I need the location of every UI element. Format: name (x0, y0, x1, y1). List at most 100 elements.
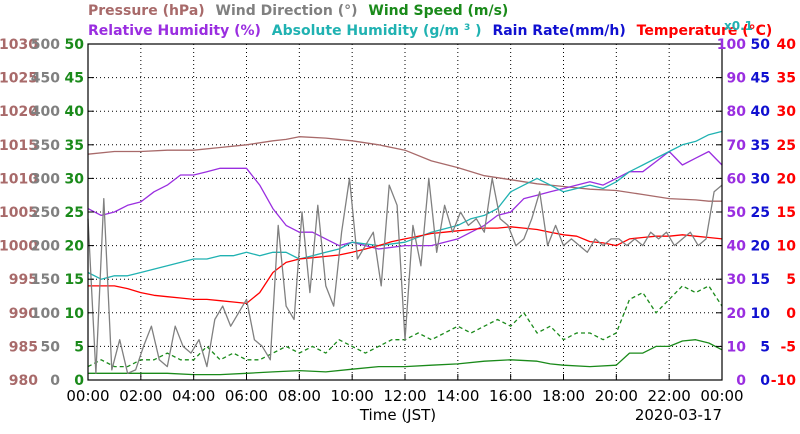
x-tick-label: 08:00 (278, 387, 321, 405)
y-tick-label-wind-speed: 15 (65, 272, 84, 288)
header-wind-direction: Wind Direction (°) (216, 3, 358, 19)
y-tick-label-wind-direction: 100 (31, 306, 60, 322)
y-tick-label-temperature: 25 (777, 138, 796, 154)
y-tick-label-humidity: 40 (727, 239, 747, 255)
y-tick-label-rain-rate: 5 (760, 339, 770, 355)
header-absolute-humidity: Absolute Humidity (g/m (272, 23, 459, 39)
x-tick-label: 00:00 (700, 387, 743, 405)
y-tick-label-rain-rate: 35 (751, 138, 770, 154)
header-absolute-humidity-exponent: 3 (464, 23, 470, 33)
axes: 00:00 02:00 04:00 06:00 08:00 10:00 12:00 14:00… (0, 37, 796, 405)
y-tick-label-wind-direction: 450 (31, 71, 60, 87)
y-tick-label-wind-direction: 150 (31, 272, 60, 288)
y-tick-label-pressure: 1030 (0, 37, 38, 53)
y-tick-label-humidity: 0 (736, 373, 746, 389)
y-tick-label-wind-direction: 300 (31, 171, 60, 187)
y-tick-label-pressure: 1015 (0, 138, 38, 154)
y-tick-label-wind-direction: 0 (50, 373, 60, 389)
y-tick-label-wind-speed: 0 (74, 373, 84, 389)
x-tick-label: 12:00 (383, 387, 426, 405)
y-tick-label-humidity: 70 (727, 138, 747, 154)
y-tick-label-pressure: 1000 (0, 239, 38, 255)
y-tick-label-wind-speed: 30 (65, 171, 85, 187)
y-tick-label-temperature: 35 (777, 71, 796, 87)
x-tick-label: 18:00 (542, 387, 585, 405)
y-tick-label-humidity: 100 (717, 37, 746, 53)
y-tick-label-humidity: 10 (727, 339, 747, 355)
y-tick-label-rain-rate: 15 (751, 272, 770, 288)
y-tick-label-wind-speed: 5 (74, 339, 84, 355)
y-tick-label-pressure: 1025 (0, 71, 38, 87)
y-tick-label-rain-rate: 25 (751, 205, 770, 221)
x-tick-label: 06:00 (225, 387, 268, 405)
y-tick-label-pressure: 990 (9, 306, 38, 322)
y-tick-label-temperature: 40 (777, 37, 797, 53)
y-tick-label-temperature: 30 (777, 104, 797, 120)
y-tick-label-pressure: 1005 (0, 205, 38, 221)
series-wind-speed-m-s (88, 339, 723, 376)
x-tick-label: 14:00 (436, 387, 479, 405)
header-wind-speed: Wind Speed (m/s) (368, 3, 508, 19)
y-tick-label-pressure: 1010 (0, 171, 38, 187)
svg-text:Relative Humidity (%) Ab: Relative Humidity (%) Absolute Humidity … (88, 18, 772, 39)
y-tick-label-temperature: 15 (777, 205, 796, 221)
y-tick-label-wind-speed: 20 (65, 239, 85, 255)
header-rain-rate: Rain Rate(mm/h) (492, 23, 625, 39)
y-tick-label-rain-rate: 40 (751, 104, 771, 120)
y-tick-label-wind-speed: 35 (65, 138, 84, 154)
y-tick-label-temperature: 5 (786, 272, 796, 288)
svg-text:Pressure (hPa) Wind Dire: Pressure (hPa) Wind Direction (°) Wind S… (88, 3, 508, 19)
y-tick-label-wind-direction: 500 (31, 37, 60, 53)
y-tick-label-wind-direction: 400 (31, 104, 60, 120)
header-temperature: Temperature (°C) (637, 23, 773, 39)
y-tick-label-temperature: -5 (780, 339, 796, 355)
x-axis-label: Time (JST) (359, 406, 436, 424)
y-tick-label-wind-speed: 45 (65, 71, 84, 87)
y-tick-label-wind-direction: 200 (31, 239, 60, 255)
y-tick-label-pressure: 980 (9, 373, 38, 389)
x-tick-label: 02:00 (119, 387, 162, 405)
date-label: 2020-03-17 (635, 406, 722, 424)
y-tick-label-rain-rate: 10 (751, 306, 771, 322)
y-tick-label-humidity: 30 (727, 272, 747, 288)
y-tick-label-wind-speed: 25 (65, 205, 84, 221)
y-tick-label-temperature: -10 (771, 373, 797, 389)
series-absolute-humidity-x0-1 (87, 130, 723, 280)
y-tick-label-wind-speed: 10 (65, 306, 85, 322)
header-absolute-humidity-close: ) (475, 23, 481, 39)
y-tick-label-pressure: 1020 (0, 104, 38, 120)
header-relative-humidity: Relative Humidity (%) (88, 23, 261, 39)
y-tick-label-rain-rate: 20 (751, 239, 771, 255)
x-tick-label: 00:00 (66, 387, 109, 405)
y-tick-label-rain-rate: 30 (751, 171, 771, 187)
y-tick-label-temperature: 20 (777, 171, 797, 187)
series-relative-humidity (87, 150, 723, 250)
y-tick-label-humidity: 50 (727, 205, 747, 221)
series-pressure-hpa (87, 136, 722, 202)
y-tick-label-pressure: 995 (9, 272, 38, 288)
series-layer (87, 130, 723, 376)
y-tick-label-rain-rate: 45 (751, 71, 770, 87)
y-tick-label-wind-speed: 40 (65, 104, 85, 120)
header-pressure: Pressure (hPa) (88, 3, 205, 19)
y-tick-label-wind-direction: 250 (31, 205, 60, 221)
y-tick-label-rain-rate: 50 (751, 37, 771, 53)
x-tick-label: 16:00 (489, 387, 532, 405)
x-tick-label: 10:00 (331, 387, 374, 405)
y-tick-label-rain-rate: 0 (760, 373, 770, 389)
y-tick-label-wind-speed: 50 (65, 37, 85, 53)
series-temperature-c (88, 226, 723, 305)
y-tick-label-pressure: 985 (9, 339, 38, 355)
y-tick-label-humidity: 20 (727, 306, 747, 322)
x-tick-label: 22:00 (648, 387, 691, 405)
y-tick-label-humidity: 80 (727, 104, 747, 120)
abs-humidity-multiplier: x0.1 (724, 19, 753, 33)
chart-header: Pressure (hPa) Wind Direction (°) Wind S… (88, 3, 772, 39)
y-tick-label-humidity: 90 (727, 71, 747, 87)
y-tick-label-wind-direction: 50 (41, 339, 61, 355)
y-tick-label-temperature: 0 (786, 306, 796, 322)
y-tick-label-temperature: 10 (777, 239, 797, 255)
x-tick-label: 20:00 (595, 387, 638, 405)
